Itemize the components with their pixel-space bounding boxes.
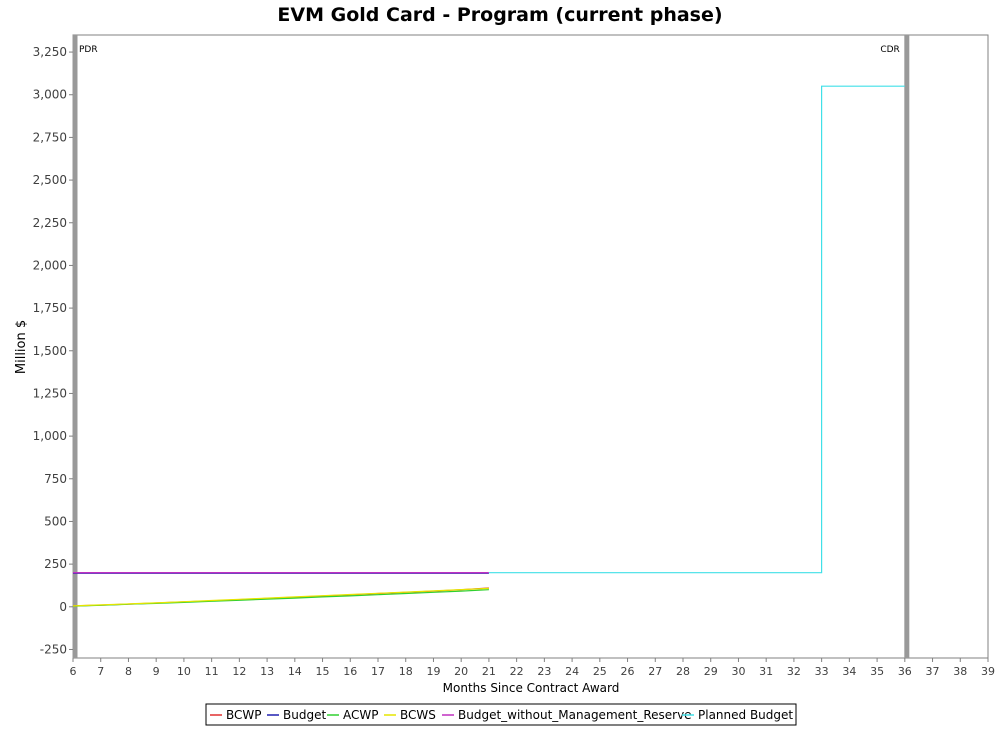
x-tick-label: 32 [787,665,801,678]
y-axis-label: Million $ [14,320,29,374]
y-tick-label: 750 [44,472,67,486]
y-tick-label: 0 [59,600,67,614]
x-tick-label: 8 [125,665,132,678]
y-tick-label: 2,750 [33,130,67,144]
milestone-label: CDR [880,45,899,55]
series-layer [72,85,905,607]
x-tick-label: 28 [676,665,690,678]
x-tick-label: 34 [842,665,856,678]
x-tick-label: 35 [870,665,884,678]
legend-label: BCWP [226,708,262,722]
chart-title: EVM Gold Card - Program (current phase) [277,4,722,26]
x-tick-label: 31 [759,665,773,678]
series-line-planned-budget [488,85,905,574]
x-tick-label: 10 [177,665,191,678]
x-tick-label: 38 [953,665,967,678]
x-tick-label: 23 [537,665,551,678]
legend-label: Budget [283,708,326,722]
x-tick-label: 14 [288,665,302,678]
y-tick-label: 3,250 [33,45,67,59]
x-tick-label: 21 [482,665,496,678]
x-tick-label: 22 [510,665,524,678]
y-tick-label: 1,000 [33,429,67,443]
x-tick-label: 33 [815,665,829,678]
y-tick-label: 1,250 [33,386,67,400]
x-tick-label: 19 [426,665,440,678]
y-tick-label: 500 [44,514,67,528]
legend-label: Planned Budget [698,708,793,722]
x-axis-label: Months Since Contract Award [443,681,620,695]
x-tick-label: 30 [731,665,745,678]
x-tick-label: 12 [232,665,246,678]
legend-label: Budget_without_Management_Reserve [458,708,692,722]
x-tick-label: 17 [371,665,385,678]
x-tick-label: 36 [898,665,912,678]
x-tick-label: 6 [70,665,77,678]
y-tick-label: 250 [44,557,67,571]
milestone-layer: PDR CDR [72,35,910,658]
x-tick-label: 18 [399,665,413,678]
x-tick-label: 25 [593,665,607,678]
x-tick-label: 16 [343,665,357,678]
y-tick-label: 1,500 [33,344,67,358]
x-tick-label: 15 [316,665,330,678]
legend-box [205,703,797,726]
x-tick-label: 9 [153,665,160,678]
x-tick-label: 13 [260,665,274,678]
x-tick-label: 26 [621,665,635,678]
x-tick-label: 20 [454,665,468,678]
axis-layer: -250 0 250 500 750 1,000 1,250 1,500 1,750 2,000 2… [33,45,995,678]
x-tick-label: 37 [926,665,940,678]
x-tick-label: 24 [565,665,579,678]
plot-area [72,34,989,659]
y-tick-label: 2,000 [33,258,67,272]
y-tick-label: 3,000 [33,88,67,102]
series-line-bcws [72,587,489,607]
x-tick-label: 29 [704,665,718,678]
y-tick-label: 2,500 [33,173,67,187]
y-tick-label: 1,750 [33,301,67,315]
x-tick-label: 39 [981,665,995,678]
legend-label: BCWS [400,708,436,722]
x-tick-label: 27 [648,665,662,678]
y-tick-label: 2,250 [33,216,67,230]
legend: BCWP Budget ACWP BCWS Budget_without_Managem… [205,703,797,726]
x-tick-label: 11 [205,665,219,678]
milestone-label: PDR [79,45,98,55]
legend-label: ACWP [343,708,378,722]
y-tick-label: -250 [40,642,67,656]
x-tick-label: 7 [97,665,104,678]
